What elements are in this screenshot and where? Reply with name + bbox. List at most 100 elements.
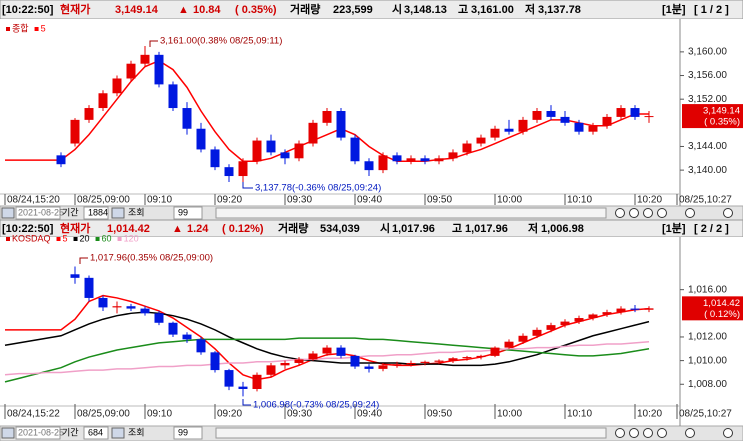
candle-body (490, 347, 500, 356)
x-tick-label: 10:10 (567, 409, 592, 420)
zoom-button[interactable] (685, 208, 695, 218)
header-text: 현재가 (60, 221, 90, 235)
toolbar-text: 1884 (88, 207, 108, 217)
candle-body (168, 84, 178, 109)
toolbar-text: 기간 (62, 207, 79, 217)
zoom-button[interactable] (643, 208, 653, 218)
zoom-button[interactable] (657, 208, 667, 218)
price-box-label: 3,149.14 (703, 106, 740, 117)
period-field[interactable] (83, 426, 109, 440)
candle-body (378, 155, 388, 171)
y-tick-label: 3,156.00 (688, 70, 727, 81)
zoom-button[interactable] (615, 428, 625, 438)
zoom-button[interactable] (643, 428, 653, 438)
legend-swatch (56, 237, 61, 241)
scroll-bar[interactable] (215, 427, 607, 439)
header-text: 현재가 (60, 2, 90, 16)
legend-swatch (6, 27, 10, 31)
x-tick-label: 09:50 (427, 409, 452, 420)
x-tick-label: 08/25,10:27 (679, 195, 732, 206)
legend-title: KOSDAQ (12, 233, 51, 243)
candle-body (560, 116, 570, 123)
candle-body (168, 322, 178, 335)
x-tick-label: 08/25,09:00 (77, 195, 130, 206)
candle-body (504, 128, 514, 132)
x-tick-label: 09:20 (217, 409, 242, 420)
candle-body (574, 122, 584, 132)
x-tick-label: 08/25,10:27 (679, 409, 732, 420)
date-field[interactable] (15, 206, 61, 220)
candle-body (336, 111, 346, 138)
candle-body (434, 158, 444, 162)
x-tick-label: 09:10 (147, 409, 172, 420)
candle-body (196, 339, 206, 353)
candle-body (448, 358, 458, 361)
x-tick-label: 08/24,15:20 (7, 195, 60, 206)
candle-body (434, 360, 444, 362)
annotation: 3,137.78(-0.36% 08/25,09:24) (255, 183, 381, 194)
legend-swatch (34, 27, 39, 31)
x-tick-label: 10:20 (637, 409, 662, 420)
count-field[interactable] (173, 206, 203, 220)
zoom-button[interactable] (629, 208, 639, 218)
candle-body (406, 362, 416, 365)
candle-body (546, 111, 556, 117)
candle-body (294, 359, 304, 363)
annotation-leader (79, 257, 88, 264)
candle-body (196, 128, 206, 150)
legend-label: 120 (124, 233, 139, 243)
candle-body (616, 108, 626, 117)
header-text: 1,017.96 (465, 223, 508, 235)
candle-body (350, 355, 360, 367)
count-field[interactable] (173, 426, 203, 440)
zoom-button[interactable] (615, 208, 625, 218)
candle-body (644, 308, 654, 310)
query-button[interactable] (111, 427, 125, 439)
y-tick-label: 3,152.00 (688, 94, 727, 105)
price-box (682, 296, 743, 321)
candle-body (560, 321, 570, 326)
query-button[interactable] (111, 207, 125, 219)
candle-body (308, 353, 318, 360)
candle-body (280, 152, 290, 159)
toolbar-button[interactable] (1, 207, 15, 219)
candle-body (210, 149, 220, 168)
header-text: 1,017.96 (392, 223, 435, 235)
x-tick-label: 10:20 (637, 195, 662, 206)
candle-body (140, 308, 150, 314)
ma-line (4, 337, 650, 383)
candle-body (364, 161, 374, 171)
candle-body (476, 355, 486, 358)
candle-body (98, 93, 108, 109)
annotation: 1,017.96(0.35% 08/25,09:00) (90, 253, 213, 264)
legend-swatch (73, 237, 78, 241)
zoom-button[interactable] (657, 428, 667, 438)
date-field[interactable] (15, 426, 61, 440)
toolbar-text: 684 (88, 427, 103, 437)
candle-body (210, 352, 220, 371)
candle-body (224, 167, 234, 177)
candle-body (126, 306, 136, 309)
ma-line (4, 340, 650, 376)
candle-body (70, 119, 80, 144)
annotation-leader (242, 399, 251, 406)
toolbar-button[interactable] (1, 427, 15, 439)
x-tick-label: 09:20 (217, 195, 242, 206)
candle-body (406, 158, 416, 162)
x-tick-label: 10:00 (497, 195, 522, 206)
candle-body (252, 140, 262, 162)
zoom-button[interactable] (723, 428, 733, 438)
candle-body (322, 111, 332, 123)
candle-body (140, 54, 150, 64)
zoom-button[interactable] (629, 428, 639, 438)
legend-swatch (95, 237, 100, 241)
candle-body (392, 155, 402, 162)
zoom-button[interactable] (723, 208, 733, 218)
scroll-bar[interactable] (215, 207, 607, 219)
period-field[interactable] (83, 206, 109, 220)
zoom-button[interactable] (685, 428, 695, 438)
header-text: ▲ (178, 4, 189, 16)
toolbar-text: 2021-08-25 (18, 427, 64, 437)
candle-body (350, 137, 360, 162)
annotation-leader (149, 40, 158, 47)
